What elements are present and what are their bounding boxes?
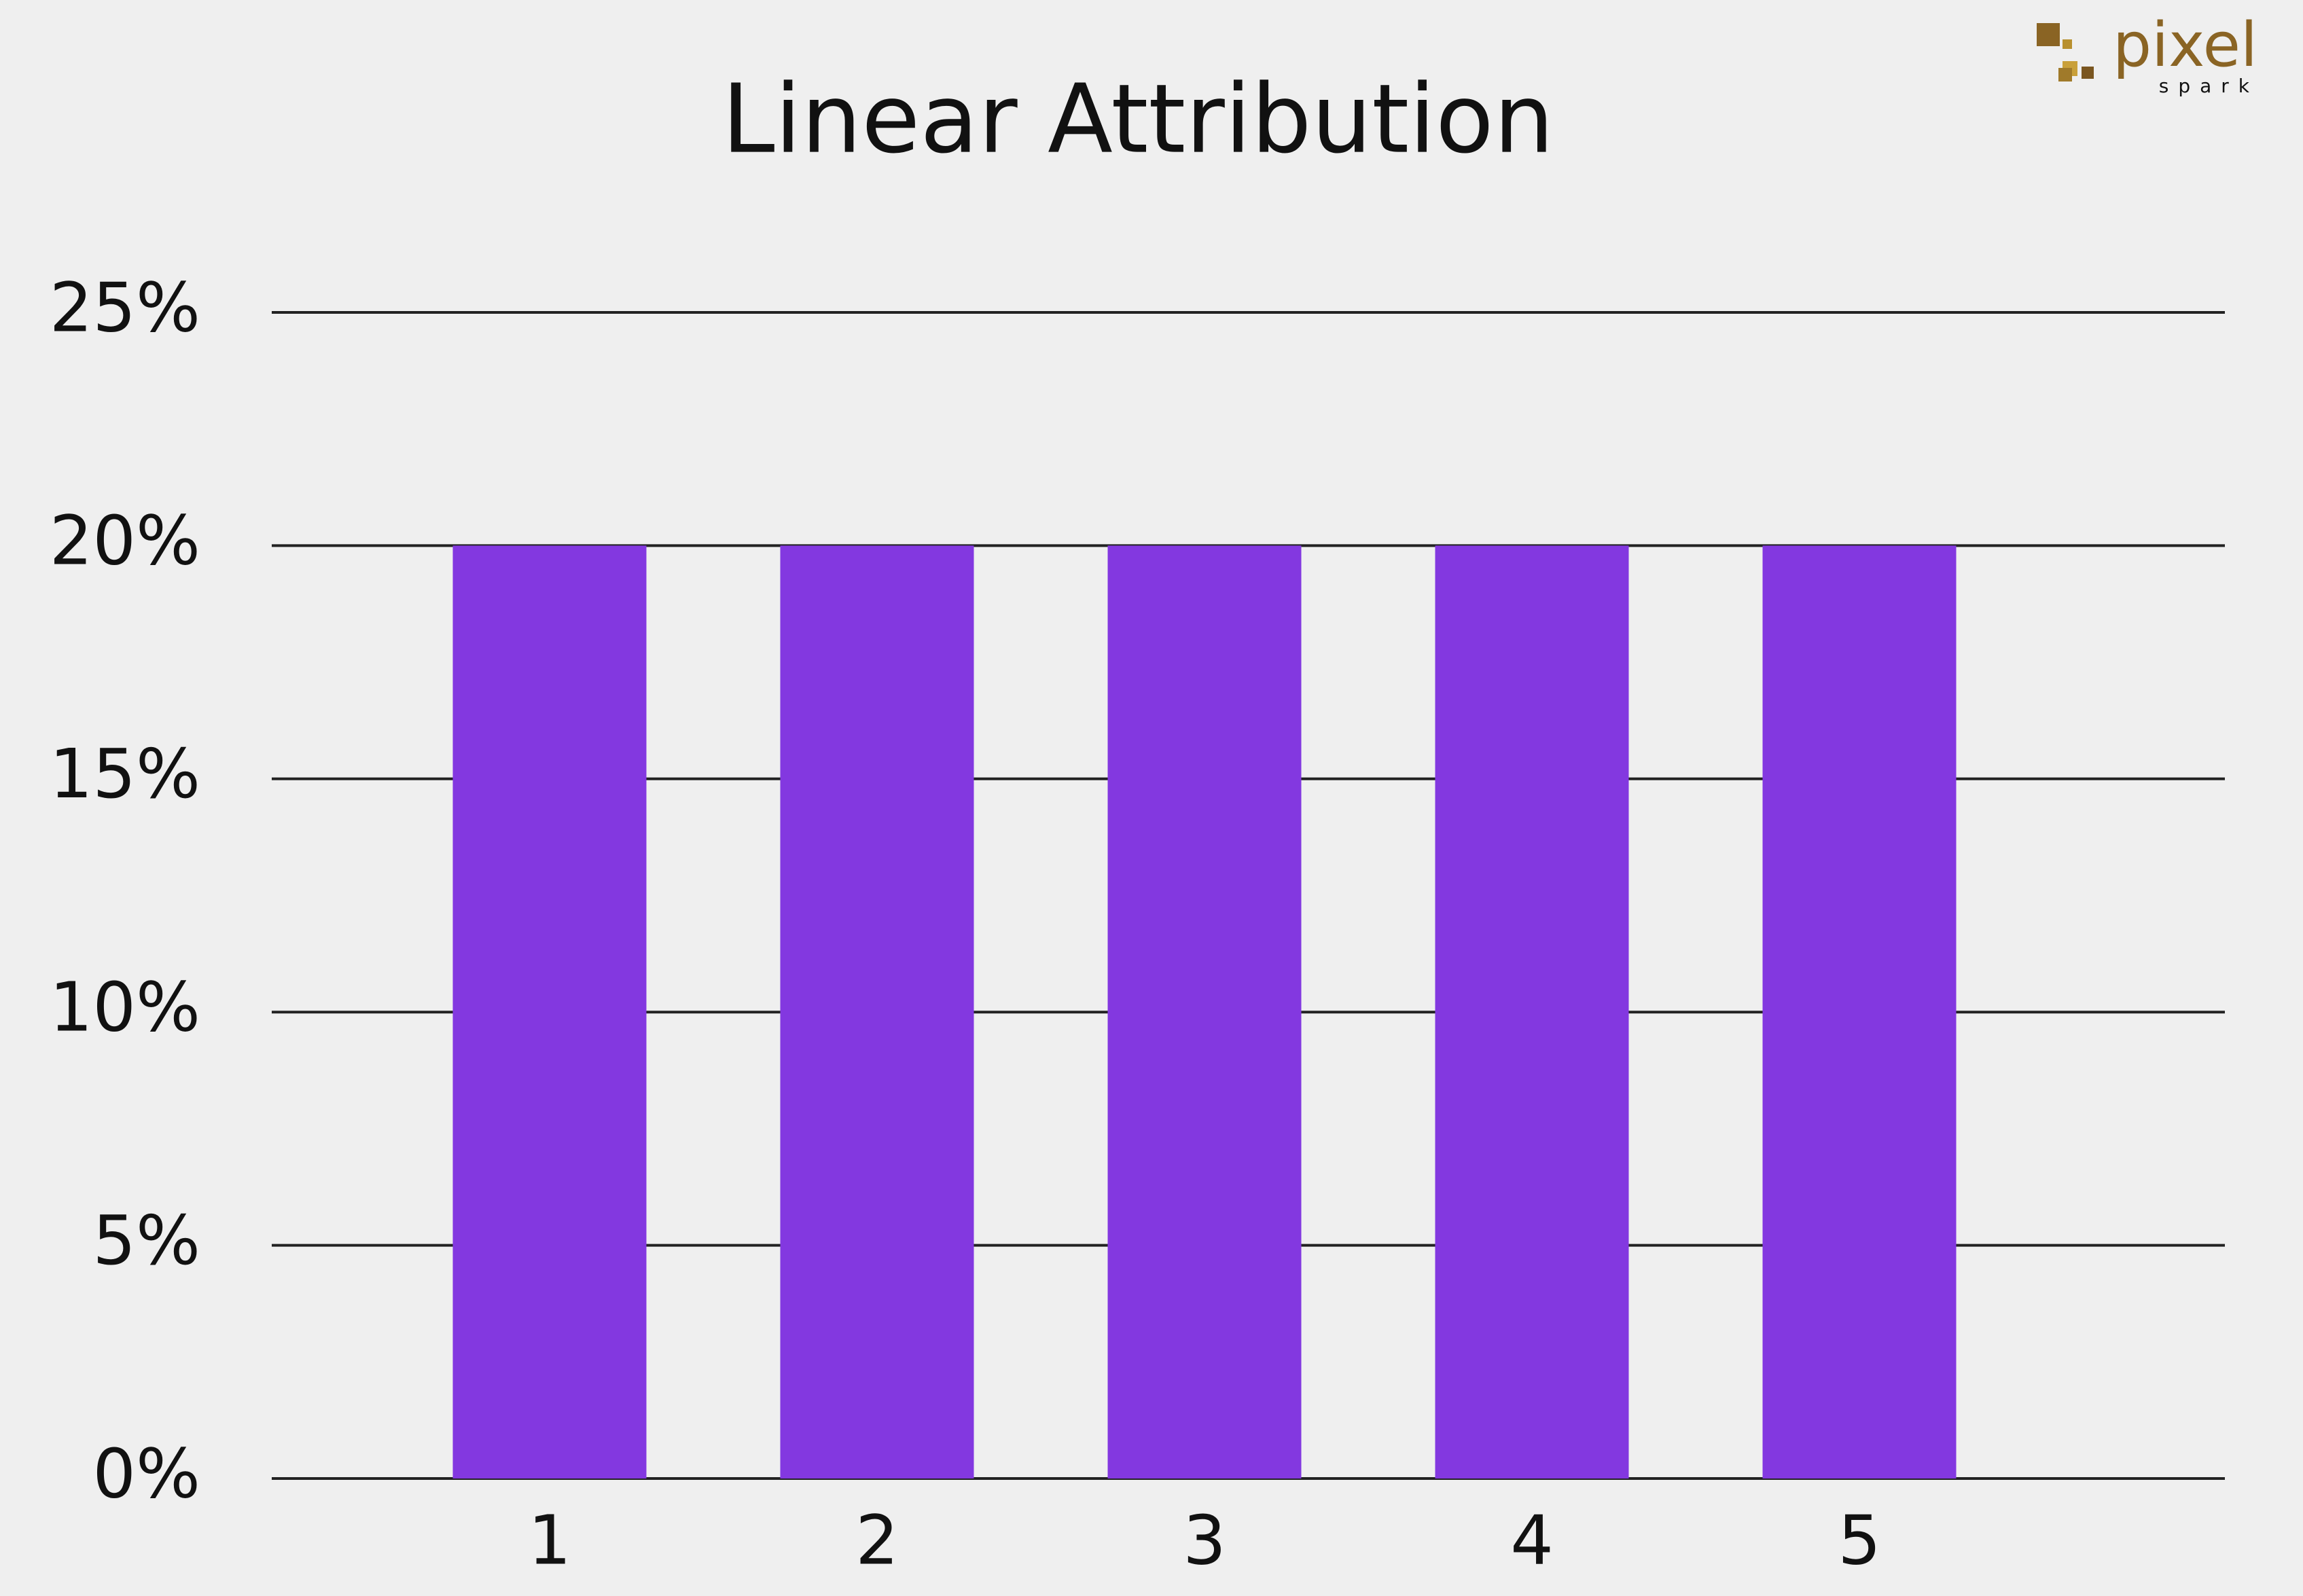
bar [452,545,647,1479]
logo-square [2063,39,2072,49]
y-tick-label: 20% [50,501,200,581]
chart-title: Linear Attribution [722,65,1554,175]
bar [780,545,974,1479]
y-tick-label: 0% [92,1434,200,1513]
y-tick-label: 25% [50,268,200,347]
y-tick-label: 5% [92,1201,200,1280]
bar [1435,545,1629,1479]
y-tick-label: 10% [50,968,200,1047]
x-tick-label: 3 [1183,1500,1226,1580]
logo: pixel spark [2037,10,2259,97]
x-tick-label: 5 [1838,1500,1881,1580]
logo-square [2058,68,2072,81]
x-tick-label: 2 [855,1500,899,1580]
bar [1762,545,1957,1479]
logo-name: pixel [2113,10,2257,81]
bar [1107,545,1302,1479]
x-tick-label: 4 [1510,1500,1554,1580]
x-tick-label: 1 [528,1500,571,1580]
logo-tagline: spark [2159,75,2259,97]
logo-square [2082,67,2094,79]
logo-square [2037,23,2060,46]
y-tick-label: 15% [50,734,200,814]
